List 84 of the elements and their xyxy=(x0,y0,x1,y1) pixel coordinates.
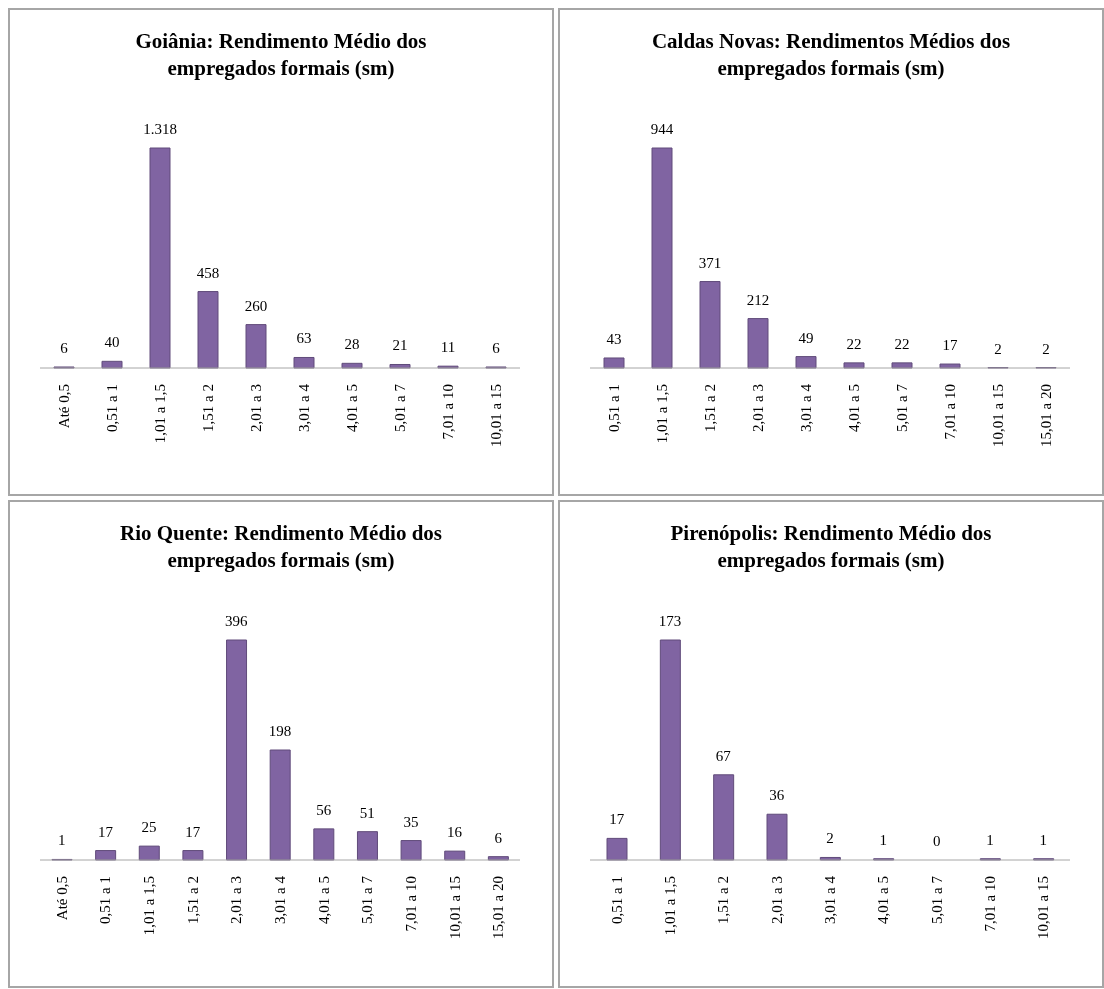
x-tick-label: 3,01 a 4 xyxy=(296,383,312,432)
chart-title: Rio Quente: Rendimento Médio dos empregados formais (sm) xyxy=(119,520,443,574)
x-tick-label: 1,51 a 2 xyxy=(184,876,201,924)
data-label: 2 xyxy=(994,340,1002,357)
x-tick-label: 7,01 a 10 xyxy=(982,876,998,932)
data-label: 28 xyxy=(344,336,360,353)
x-tick-label: 15,01 a 20 xyxy=(1038,384,1054,447)
data-label: 17 xyxy=(942,337,958,354)
data-label: 2 xyxy=(1042,340,1050,357)
x-tick-label: 0,51 a 1 xyxy=(97,876,114,924)
data-label: 944 xyxy=(650,121,674,137)
x-tick-label: 1,51 a 2 xyxy=(702,384,718,432)
data-label: 198 xyxy=(268,723,292,739)
x-tick-label: 3,01 a 4 xyxy=(798,383,814,432)
data-label: 22 xyxy=(894,335,910,352)
x-tick-label: 7,01 a 10 xyxy=(440,384,456,440)
x-tick-label: 1,51 a 2 xyxy=(715,876,732,924)
data-label: 56 xyxy=(316,801,332,818)
x-tick-label: 5,01 a 7 xyxy=(392,383,408,432)
data-label: 35 xyxy=(403,813,419,830)
x-tick-label: 7,01 a 10 xyxy=(942,384,958,440)
data-label: 63 xyxy=(296,330,312,347)
x-tick-label: 4,01 a 5 xyxy=(875,876,892,924)
x-tick-label: 2,01 a 3 xyxy=(768,876,785,924)
data-label: 49 xyxy=(798,329,814,346)
data-label: 1 xyxy=(58,832,66,849)
data-label: 25 xyxy=(141,819,157,836)
x-tick-label: 5,01 a 7 xyxy=(894,383,910,432)
data-label: 11 xyxy=(440,339,456,356)
x-tick-label: 4,01 a 5 xyxy=(315,876,332,924)
data-label: 458 xyxy=(196,264,220,281)
data-label: 212 xyxy=(746,291,770,308)
x-tick-label: 1,01 a 1,5 xyxy=(141,876,158,936)
data-label: 371 xyxy=(698,254,722,271)
data-label: 260 xyxy=(244,297,268,314)
x-tick-label: 1,01 a 1,5 xyxy=(654,384,670,444)
x-tick-label: 1,51 a 2 xyxy=(200,384,216,432)
data-label: 17 xyxy=(97,823,114,840)
x-tick-label: 0,51 a 1 xyxy=(608,876,625,924)
x-tick-label: 4,01 a 5 xyxy=(344,384,360,432)
x-tick-label: 5,01 a 7 xyxy=(928,875,945,924)
x-tick-label: 7,01 a 10 xyxy=(402,876,419,932)
data-label: 67 xyxy=(715,747,732,764)
x-tick-label: 10,01 a 15 xyxy=(488,384,504,447)
x-tick-label: 10,01 a 15 xyxy=(1035,876,1052,939)
data-label: 2 xyxy=(826,830,834,847)
data-label: 6 xyxy=(494,829,503,846)
x-tick-label: Até 0,5 xyxy=(56,384,72,429)
data-label: 6 xyxy=(492,340,501,356)
x-tick-label: 5,01 a 7 xyxy=(359,875,376,924)
data-label: 1 xyxy=(986,831,994,848)
x-tick-label: 0,51 a 1 xyxy=(104,384,120,432)
chart-title: Caldas Novas: Rendimentos Médios dos empregados formais (sm) xyxy=(650,28,1012,82)
data-label: 40 xyxy=(104,334,120,351)
x-tick-label: 10,01 a 15 xyxy=(990,384,1006,447)
data-label: 0 xyxy=(932,833,941,849)
x-tick-label: 10,01 a 15 xyxy=(446,876,463,939)
data-label: 43 xyxy=(606,330,622,347)
data-label: 21 xyxy=(392,337,408,354)
data-label: 36 xyxy=(769,787,785,804)
x-tick-label: Até 0,5 xyxy=(53,876,70,921)
data-label: 1 xyxy=(1039,831,1048,848)
chart-title: Goiânia: Rendimento Médio dos empregados formais (sm) xyxy=(134,28,428,82)
data-label: 51 xyxy=(359,804,375,821)
x-tick-label: 0,51 a 1 xyxy=(606,384,622,432)
x-tick-label: 2,01 a 3 xyxy=(228,876,245,924)
x-tick-label: 3,01 a 4 xyxy=(822,875,838,924)
data-label: 396 xyxy=(225,613,249,629)
data-label: 173 xyxy=(658,613,682,629)
x-tick-label: 2,01 a 3 xyxy=(248,384,264,432)
x-tick-label: 3,01 a 4 xyxy=(272,875,288,924)
data-label: 1 xyxy=(879,831,888,848)
data-label: 1.318 xyxy=(143,121,177,137)
x-tick-label: 2,01 a 3 xyxy=(750,384,766,432)
data-label: 16 xyxy=(447,824,463,841)
x-tick-label: 4,01 a 5 xyxy=(846,384,862,432)
x-tick-label: 1,01 a 1,5 xyxy=(662,876,678,936)
chart-title: Pirenópolis: Rendimento Médio dos empregados formais (sm) xyxy=(669,520,993,574)
x-tick-label: 15,01 a 20 xyxy=(490,876,507,939)
data-label: 22 xyxy=(846,335,862,352)
x-tick-label: 1,01 a 1,5 xyxy=(152,384,168,444)
data-label: 17 xyxy=(609,811,625,828)
data-label: 6 xyxy=(60,340,69,356)
data-label: 17 xyxy=(185,823,201,840)
